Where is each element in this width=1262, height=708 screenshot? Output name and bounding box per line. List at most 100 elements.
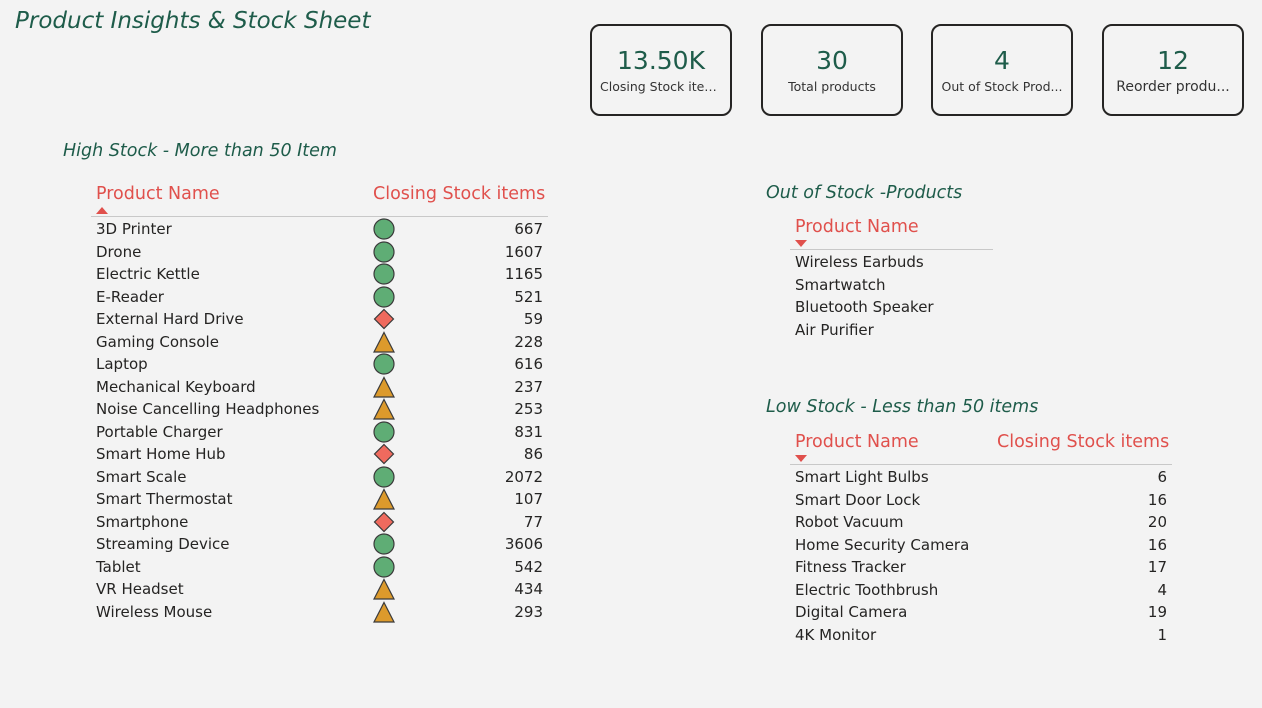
kpi-card-total-products[interactable]: 30 Total products xyxy=(761,24,903,116)
product-name-cell: Drone xyxy=(96,242,142,261)
closing-stock-cell: 616 xyxy=(514,355,543,373)
table-row[interactable]: Electric Kettle 1165 xyxy=(91,262,548,285)
out-of-stock-title: Out of Stock -Products xyxy=(766,183,963,203)
table-row[interactable]: Streaming Device 3606 xyxy=(91,532,548,555)
green-circle-icon xyxy=(373,420,395,443)
table-row[interactable]: 4K Monitor 1 xyxy=(790,623,1172,646)
table-row[interactable]: Laptop 616 xyxy=(91,352,548,375)
green-circle-icon xyxy=(373,240,395,263)
table-body: Smart Light Bulbs 6 Smart Door Lock 16 Robot… xyxy=(790,465,1172,645)
column-header-product-name[interactable]: Product Name xyxy=(96,184,220,204)
green-circle-icon xyxy=(373,285,395,308)
closing-stock-cell: 228 xyxy=(514,332,543,351)
kpi-label: Reorder produ... xyxy=(1116,79,1230,95)
kpi-value: 13.50K xyxy=(617,46,705,75)
closing-stock-cell: 86 xyxy=(523,445,543,463)
product-name-cell: Streaming Device xyxy=(96,535,230,553)
product-name-cell: Smartwatch xyxy=(795,275,886,294)
closing-stock-cell: 293 xyxy=(514,602,543,621)
table-row[interactable]: Smartphone 77 xyxy=(91,510,548,533)
table-row[interactable]: Robot Vacuum 20 xyxy=(790,510,1172,533)
high-stock-table: Product Name Closing Stock items 3D Prin… xyxy=(91,180,548,623)
kpi-card-out-of-stock[interactable]: 4 Out of Stock Prod... xyxy=(931,24,1073,116)
table-row[interactable]: Gaming Console 228 xyxy=(91,330,548,353)
table-row[interactable]: Electric Toothbrush 4 xyxy=(790,578,1172,601)
column-header-product-name[interactable]: Product Name xyxy=(795,217,919,237)
product-name-cell: Mechanical Keyboard xyxy=(96,377,256,396)
product-name-cell: 3D Printer xyxy=(96,220,172,238)
product-name-cell: 4K Monitor xyxy=(795,625,877,644)
orange-triangle-icon xyxy=(373,398,395,420)
table-row[interactable]: Smart Scale 2072 xyxy=(91,465,548,488)
high-stock-title: High Stock - More than 50 Item xyxy=(63,141,337,161)
table-row[interactable]: Drone 1607 xyxy=(91,240,548,263)
closing-stock-cell: 59 xyxy=(523,310,543,328)
product-name-cell: Smart Door Lock xyxy=(795,490,921,509)
product-name-cell: Smart Thermostat xyxy=(96,490,233,508)
sort-descending-icon[interactable] xyxy=(795,240,807,247)
product-name-cell: External Hard Drive xyxy=(96,310,244,328)
table-row[interactable]: Portable Charger 831 xyxy=(91,420,548,443)
product-name-cell: Gaming Console xyxy=(96,332,219,351)
kpi-value: 12 xyxy=(1157,46,1189,75)
table-row[interactable]: E-Reader 521 xyxy=(91,285,548,308)
table-row[interactable]: Mechanical Keyboard 237 xyxy=(91,375,548,398)
table-header: Product Name Closing Stock items xyxy=(790,428,1172,465)
column-header-product-name[interactable]: Product Name xyxy=(795,432,919,452)
product-name-cell: Laptop xyxy=(96,355,148,373)
sort-descending-icon[interactable] xyxy=(795,455,807,462)
table-header: Product Name xyxy=(790,213,993,250)
closing-stock-cell: 1165 xyxy=(504,265,543,283)
table-row[interactable]: Home Security Camera 16 xyxy=(790,533,1172,556)
product-name-cell: Wireless Earbuds xyxy=(795,253,924,271)
product-name-cell: Robot Vacuum xyxy=(795,513,904,531)
table-row[interactable]: 3D Printer 667 xyxy=(91,217,548,240)
table-row[interactable]: Tablet 542 xyxy=(91,555,548,578)
kpi-card-closing-stock[interactable]: 13.50K Closing Stock items xyxy=(590,24,732,116)
green-circle-icon xyxy=(373,555,395,578)
product-name-cell: Electric Kettle xyxy=(96,265,200,283)
table-body: 3D Printer 667 Drone 1607 Electric Kettle 116… xyxy=(91,217,548,623)
table-row[interactable]: Digital Camera 19 xyxy=(790,600,1172,623)
page-title: Product Insights & Stock Sheet xyxy=(15,8,371,34)
table-body: Wireless Earbuds Smartwatch Bluetooth Spea… xyxy=(790,250,993,340)
table-row[interactable]: Smart Light Bulbs 6 xyxy=(790,465,1172,488)
orange-triangle-icon xyxy=(373,600,395,623)
table-row[interactable]: Noise Cancelling Headphones 253 xyxy=(91,397,548,420)
kpi-value: 4 xyxy=(994,46,1010,75)
table-row[interactable]: Fitness Tracker 17 xyxy=(790,555,1172,578)
sort-ascending-icon[interactable] xyxy=(96,207,108,214)
table-row[interactable]: Wireless Earbuds xyxy=(790,250,993,273)
table-row[interactable]: Bluetooth Speaker xyxy=(790,295,993,318)
column-header-closing-stock[interactable]: Closing Stock items xyxy=(373,184,546,204)
column-header-closing-stock[interactable]: Closing Stock items xyxy=(997,432,1170,452)
orange-triangle-icon xyxy=(373,488,395,510)
product-name-cell: Fitness Tracker xyxy=(795,558,906,576)
kpi-card-reorder[interactable]: 12 Reorder produ... xyxy=(1102,24,1244,116)
table-row[interactable]: Smart Thermostat 107 xyxy=(91,487,548,510)
closing-stock-cell: 831 xyxy=(514,422,543,441)
low-stock-table: Product Name Closing Stock items Smart L… xyxy=(790,428,1172,645)
closing-stock-cell: 1 xyxy=(1157,625,1167,644)
table-row[interactable]: Smart Home Hub 86 xyxy=(91,442,548,465)
closing-stock-cell: 6 xyxy=(1157,468,1167,486)
table-row[interactable]: VR Headset 434 xyxy=(91,577,548,600)
product-name-cell: Noise Cancelling Headphones xyxy=(96,400,320,418)
closing-stock-cell: 3606 xyxy=(504,535,543,553)
green-circle-icon xyxy=(373,263,395,285)
closing-stock-cell: 20 xyxy=(1147,513,1167,531)
product-name-cell: Digital Camera xyxy=(795,603,908,621)
product-name-cell: Air Purifier xyxy=(795,320,874,339)
green-circle-icon xyxy=(373,533,395,555)
green-circle-icon xyxy=(373,353,395,375)
table-row[interactable]: Smartwatch xyxy=(790,273,993,296)
product-name-cell: Smartphone xyxy=(96,512,189,531)
product-name-cell: Home Security Camera xyxy=(795,535,970,554)
table-row[interactable]: Wireless Mouse 293 xyxy=(91,600,548,623)
product-name-cell: VR Headset xyxy=(96,580,184,598)
table-row[interactable]: Smart Door Lock 16 xyxy=(790,488,1172,511)
table-row[interactable]: External Hard Drive 59 xyxy=(91,307,548,330)
table-row[interactable]: Air Purifier xyxy=(790,318,993,341)
orange-triangle-icon xyxy=(373,578,395,600)
red-diamond-icon xyxy=(373,308,395,330)
